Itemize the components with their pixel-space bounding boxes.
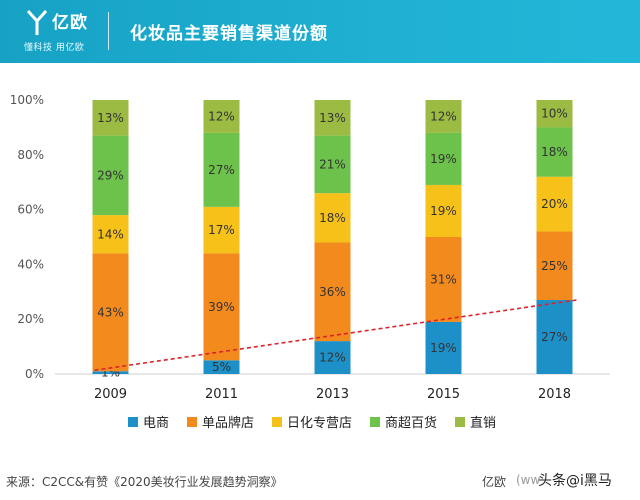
- data-label: 29%: [97, 168, 124, 182]
- x-tick-label: 2018: [538, 387, 571, 402]
- data-label: 12%: [319, 351, 346, 365]
- footer-site-url: (ww: [516, 473, 541, 487]
- bar-segment: [425, 237, 462, 322]
- y-tick-label: 60%: [17, 203, 44, 217]
- data-label: 19%: [430, 204, 457, 218]
- data-label: 27%: [541, 330, 568, 344]
- bar-segment: [314, 135, 351, 194]
- x-tick-label: 2009: [94, 387, 127, 402]
- data-label: 17%: [208, 223, 235, 237]
- y-tick-label: 100%: [10, 93, 44, 107]
- x-tick-label: 2011: [205, 387, 238, 402]
- bar-segment: [314, 341, 351, 374]
- data-label: 12%: [430, 109, 457, 123]
- bar-segment: [536, 300, 573, 374]
- legend-swatch: [187, 417, 197, 427]
- bar-segment: [536, 127, 573, 177]
- data-label: 18%: [319, 211, 346, 225]
- bar-segment: [92, 253, 129, 372]
- data-label: 43%: [97, 305, 124, 319]
- bar-segment: [203, 253, 240, 361]
- y-tick-label: 20%: [17, 312, 44, 326]
- data-label: 21%: [319, 157, 346, 171]
- y-tick-label: 80%: [17, 148, 44, 162]
- bar-segment: [536, 231, 573, 301]
- brand-tagline: 懂科技 用亿欧: [24, 43, 85, 53]
- bar-segment: [203, 100, 240, 133]
- bar-segment: [314, 242, 351, 342]
- header-divider: [108, 12, 109, 50]
- watermark: 头条@i黑马: [538, 473, 612, 489]
- yiou-logo-icon: [26, 9, 48, 35]
- x-tick-label: 2015: [427, 387, 460, 402]
- data-label: 36%: [319, 285, 346, 299]
- y-tick-label: 40%: [17, 257, 44, 271]
- legend-swatch: [455, 417, 465, 427]
- bar-segment: [314, 193, 351, 243]
- bar-segment: [425, 321, 462, 374]
- legend-swatch: [370, 417, 380, 427]
- data-label: 5%: [212, 360, 231, 374]
- bar-segment: [425, 100, 462, 133]
- data-label: 20%: [541, 197, 568, 211]
- bar-segment: [425, 184, 462, 237]
- data-label: 39%: [208, 300, 235, 314]
- legend-swatch: [128, 417, 138, 427]
- data-label: 12%: [208, 109, 235, 123]
- data-label: 18%: [541, 145, 568, 159]
- bar-segment: [203, 206, 240, 254]
- data-label: 31%: [430, 272, 457, 286]
- source-note: 来源：C2CC&有赞《2020美妆行业发展趋势洞察》: [6, 475, 283, 489]
- bar-segment: [425, 132, 462, 185]
- data-label: 13%: [319, 111, 346, 125]
- bar-segment: [203, 360, 240, 374]
- data-label: 10%: [541, 107, 568, 121]
- legend-label: 商超百货: [385, 415, 437, 431]
- data-label: 25%: [541, 259, 568, 273]
- data-label: 14%: [97, 227, 124, 241]
- x-tick-label: 2013: [316, 387, 349, 402]
- bar-segment: [92, 371, 129, 374]
- data-label: 19%: [430, 152, 457, 166]
- y-tick-label: 0%: [25, 367, 44, 381]
- legend-label: 电商: [143, 416, 169, 431]
- bar-segment: [92, 100, 129, 136]
- brand-name: 亿欧: [52, 13, 88, 33]
- bar-segment: [92, 135, 129, 216]
- footer: 来源：C2CC&有赞《2020美妆行业发展趋势洞察》 亿欧 (ww 头条@i黑马: [0, 465, 640, 500]
- footer-brand: 亿欧: [482, 475, 507, 489]
- stacked-bar-chart: 0%20%40%60%80%100%1%43%14%29%13%20095%39…: [10, 93, 610, 431]
- data-label: 13%: [97, 111, 124, 125]
- legend-label: 直销: [470, 416, 496, 431]
- data-label: 19%: [430, 341, 457, 355]
- legend-label: 单品牌店: [202, 415, 254, 431]
- legend-swatch: [272, 417, 282, 427]
- chart-title: 化妆品主要销售渠道份额: [130, 24, 328, 44]
- bar-segment: [314, 100, 351, 136]
- header-banner: 亿欧 懂科技 用亿欧 化妆品主要销售渠道份额: [0, 0, 640, 63]
- bar-segment: [536, 100, 573, 128]
- bar-segment: [203, 132, 240, 207]
- legend-label: 日化专营店: [287, 416, 352, 431]
- data-label: 27%: [208, 163, 235, 177]
- bar-segment: [92, 215, 129, 254]
- bar-segment: [536, 176, 573, 232]
